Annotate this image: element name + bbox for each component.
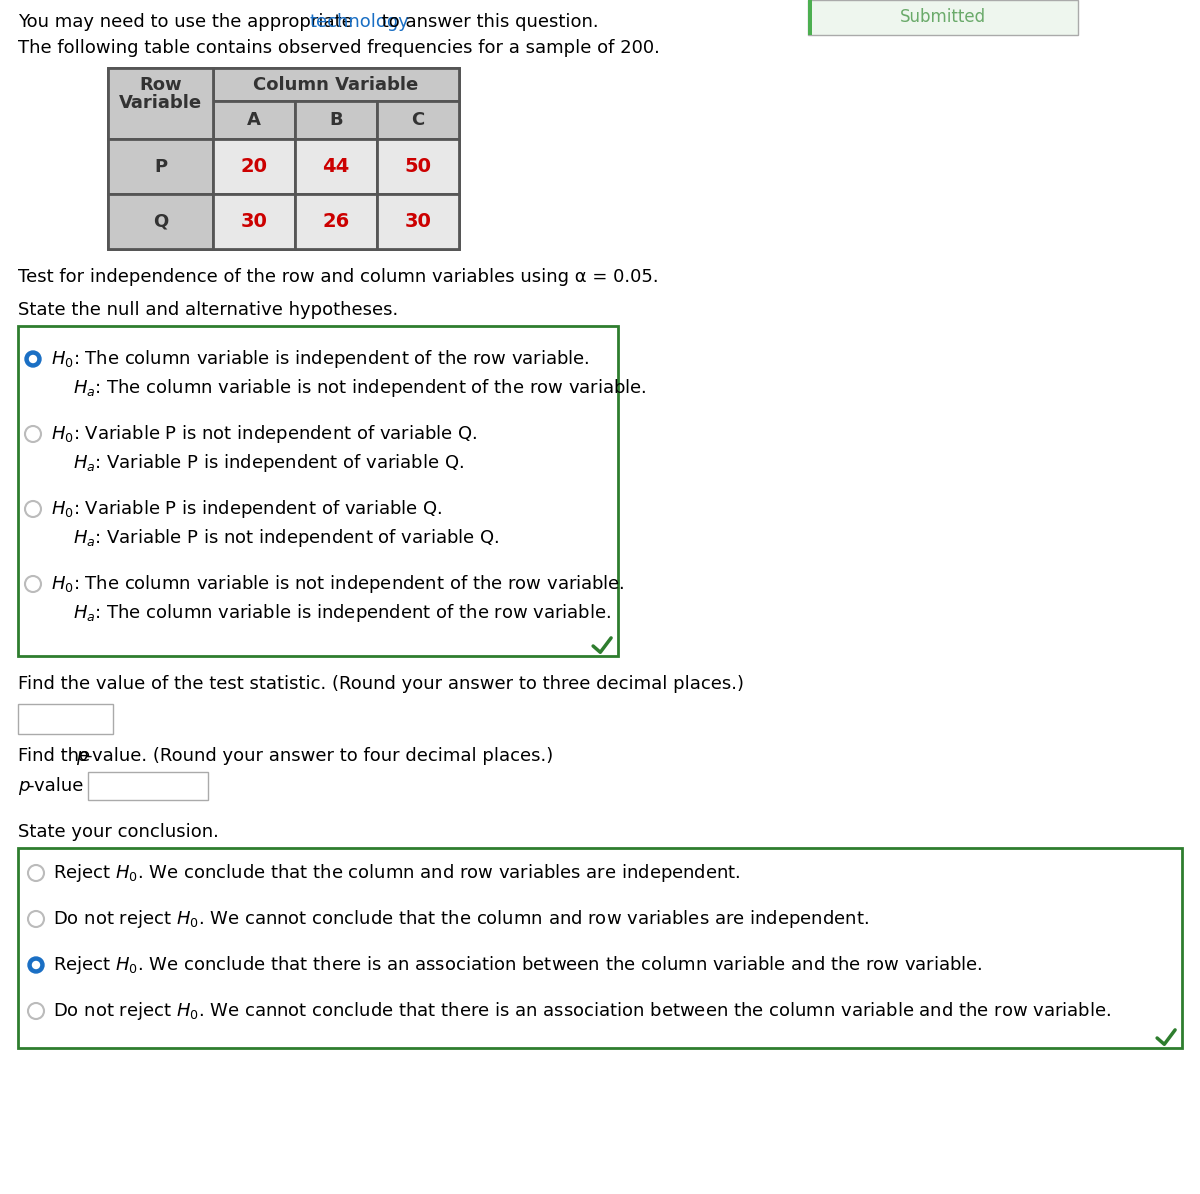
- Bar: [377, 193, 458, 250]
- Text: $H_a$: The column variable is not independent of the row variable.: $H_a$: The column variable is not indepe…: [73, 377, 647, 399]
- Text: State your conclusion.: State your conclusion.: [18, 823, 218, 841]
- Bar: [295, 101, 377, 139]
- Text: You may need to use the appropriate: You may need to use the appropriate: [18, 13, 359, 31]
- Text: $H_0$: The column variable is not independent of the row variable.: $H_0$: The column variable is not indepe…: [50, 573, 625, 595]
- Circle shape: [30, 356, 36, 363]
- Text: $H_0$: The column variable is independent of the row variable.: $H_0$: The column variable is independen…: [50, 347, 589, 370]
- Text: Column Variable: Column Variable: [253, 75, 419, 93]
- Text: $H_0$: Variable P is independent of variable Q.: $H_0$: Variable P is independent of vari…: [50, 498, 443, 521]
- Text: Row: Row: [139, 75, 182, 93]
- Text: Do not reject $H_0$. We cannot conclude that the column and row variables are in: Do not reject $H_0$. We cannot conclude …: [53, 907, 869, 930]
- Text: to answer this question.: to answer this question.: [376, 13, 599, 31]
- Bar: [295, 139, 377, 193]
- Bar: [214, 139, 295, 193]
- Text: $H_0$: Variable P is not independent of variable Q.: $H_0$: Variable P is not independent of …: [50, 423, 478, 445]
- Bar: [214, 193, 295, 250]
- Text: Variable: Variable: [119, 93, 202, 111]
- Text: The following table contains observed frequencies for a sample of 200.: The following table contains observed fr…: [18, 39, 660, 57]
- Text: 44: 44: [323, 156, 349, 176]
- Circle shape: [32, 961, 40, 968]
- Text: B: B: [329, 111, 343, 129]
- Bar: [808, 0, 1078, 35]
- Bar: [108, 193, 214, 250]
- Bar: [18, 848, 1182, 1048]
- Bar: [295, 193, 377, 250]
- Text: p: p: [18, 777, 29, 795]
- Bar: [377, 139, 458, 193]
- Text: Find the value of the test statistic. (Round your answer to three decimal places: Find the value of the test statistic. (R…: [18, 675, 744, 693]
- Bar: [108, 68, 214, 139]
- Text: $H_a$: Variable P is independent of variable Q.: $H_a$: Variable P is independent of vari…: [73, 453, 464, 474]
- Bar: [88, 773, 208, 800]
- Text: 20: 20: [240, 156, 268, 176]
- Text: -value =: -value =: [28, 777, 104, 795]
- Text: C: C: [412, 111, 425, 129]
- Text: State the null and alternative hypotheses.: State the null and alternative hypothese…: [18, 301, 398, 319]
- Text: Test for independence of the row and column variables using α = 0.05.: Test for independence of the row and col…: [18, 267, 659, 287]
- Circle shape: [28, 958, 44, 973]
- Text: 30: 30: [404, 213, 432, 230]
- Text: $H_a$: Variable P is not independent of variable Q.: $H_a$: Variable P is not independent of …: [73, 527, 499, 549]
- Text: Reject $H_0$. We conclude that there is an association between the column variab: Reject $H_0$. We conclude that there is …: [53, 954, 983, 975]
- Text: technology: technology: [310, 13, 409, 31]
- Text: P: P: [154, 158, 167, 176]
- Text: Do not reject $H_0$. We cannot conclude that there is an association between the: Do not reject $H_0$. We cannot conclude …: [53, 1001, 1111, 1022]
- Bar: [108, 139, 214, 193]
- Bar: [808, 0, 812, 35]
- Text: 30: 30: [240, 213, 268, 230]
- Text: A: A: [247, 111, 260, 129]
- Text: Find the: Find the: [18, 747, 96, 765]
- Text: -value. (Round your answer to four decimal places.): -value. (Round your answer to four decim…: [86, 747, 553, 765]
- Text: Submitted: Submitted: [900, 8, 986, 26]
- Bar: [108, 68, 458, 250]
- Bar: [214, 101, 295, 139]
- Bar: [377, 101, 458, 139]
- Bar: [214, 68, 458, 101]
- Text: p: p: [76, 747, 88, 765]
- Text: 26: 26: [323, 213, 349, 230]
- Bar: [18, 704, 113, 734]
- Bar: [18, 326, 618, 656]
- Text: 50: 50: [404, 156, 432, 176]
- Text: $H_a$: The column variable is independent of the row variable.: $H_a$: The column variable is independen…: [73, 602, 611, 624]
- Circle shape: [25, 351, 41, 367]
- Text: Reject $H_0$. We conclude that the column and row variables are independent.: Reject $H_0$. We conclude that the colum…: [53, 862, 740, 884]
- Text: Q: Q: [152, 213, 168, 230]
